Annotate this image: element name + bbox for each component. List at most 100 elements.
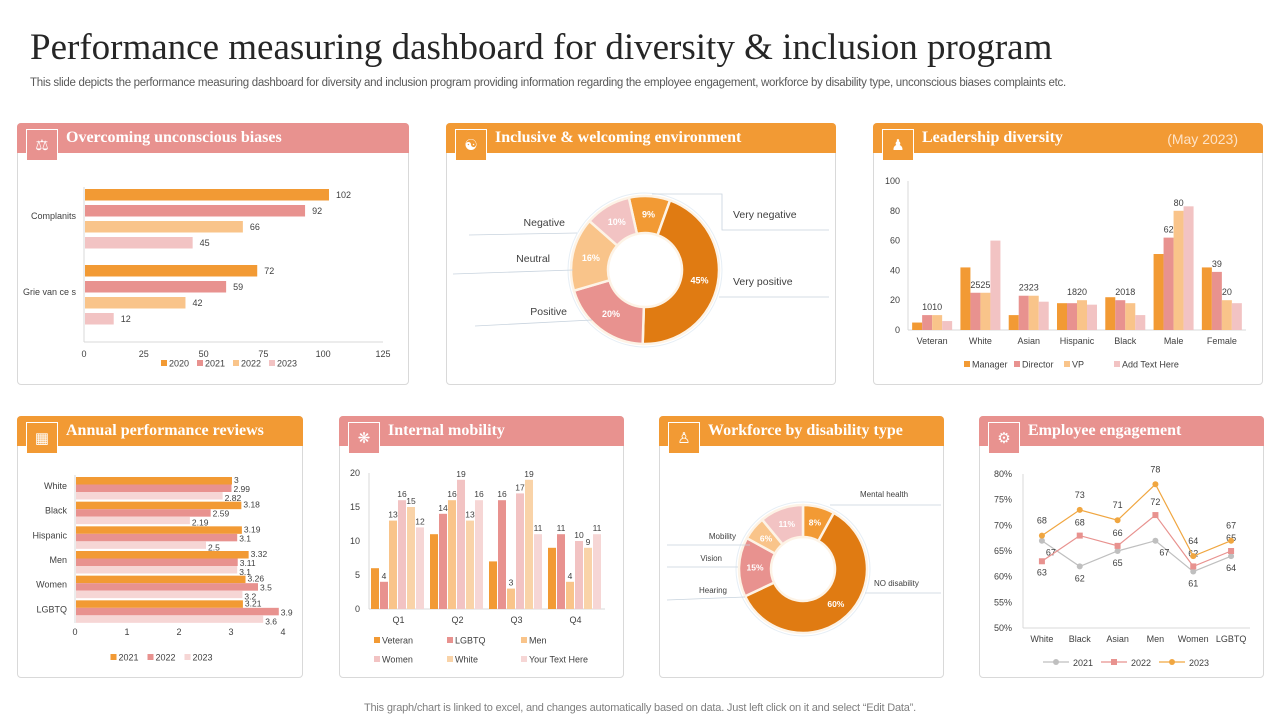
data-label: 3.18 [243,500,260,510]
slice-percent: 10% [608,217,626,227]
person-balance-icon: ⚖ [26,129,58,161]
legend-label: VP [1072,360,1084,370]
data-label: 14 [438,503,448,513]
bar [1153,254,1164,330]
bar [1211,271,1222,330]
leadership-bar-chart[interactable]: 0 20 40 60 80 100 Veteran White Asian Hispanic Bla… [874,154,1264,386]
bar [990,240,1001,330]
bar [489,561,497,609]
legend-swatch [1114,361,1120,367]
slice-label: Very negative [733,209,797,221]
panel-internal-mobility: ❋ Internal mobility 0 5 10 15 20 4 13 16 15 12 Q1 1… [339,416,624,678]
data-label: 92 [312,206,322,216]
legend-label: Men [529,636,547,646]
bar [1201,267,1212,330]
data-label: 11 [557,523,566,533]
bar [1008,315,1019,330]
team-hands-icon: ☯ [455,129,487,161]
bar [85,265,258,277]
x-tick-label: Women [1178,634,1209,644]
biases-bar-chart[interactable]: 0 25 50 75 100 125 Complanits 102 92 66 45 Grie van… [18,154,410,386]
y-tick-label: 0 [895,325,900,335]
data-label: 3.6 [265,616,277,626]
legend-swatch [964,361,970,367]
donut-slice [743,511,869,635]
slice-label: NO disability [874,579,919,588]
inclusive-donut-chart[interactable]: 9% Very negative 45% Very positive 20% Positi… [447,154,837,386]
data-point [1038,558,1045,565]
slice-percent: 8% [809,518,822,528]
bar [76,509,211,517]
x-tick-label: Black [1114,336,1137,346]
bar [466,520,474,609]
y-tick-label: 0 [355,604,360,614]
bar [371,568,379,609]
bar [85,281,227,293]
bar [85,297,186,309]
data-label: 2018 [1115,287,1135,297]
data-label: 3.2 [244,592,256,602]
x-tick-label: White [969,336,992,346]
bar [76,551,249,559]
data-label: 4 [382,571,387,581]
bar [1173,210,1184,330]
y-tick-label: 20 [350,468,360,478]
panel-leadership-diversity: ♟ Leadership diversity (May 2023) 0 20 40 6… [873,123,1263,385]
bar [76,501,242,510]
bar [507,588,515,609]
legend-label: 2022 [156,653,176,663]
bar [76,533,238,542]
slice-percent: 9% [642,210,655,220]
engagement-line-chart[interactable]: 50% 55% 60% 65% 70% 75% 80% White Black Asian Men W… [980,447,1265,679]
bar [980,292,991,330]
bar [525,479,533,609]
data-label: 78 [1150,464,1160,474]
page-subtitle: This slide depicts the performance measu… [30,77,1066,89]
data-label: 16 [497,489,507,499]
legend-label: Add Text Here [1122,360,1179,370]
data-label: 39 [1212,259,1222,269]
legend-label: Manager [972,360,1008,370]
bar [1231,303,1242,330]
bar [516,493,524,609]
disability-donut-chart[interactable]: 8% Mental health 60% NO disability 15% Hearin… [660,447,945,679]
x-tick-label: Asian [1106,634,1129,644]
legend-swatch [447,656,453,662]
bar [76,600,243,608]
mobility-bar-chart[interactable]: 05101520413161512Q11416191316Q2163171911… [340,447,625,679]
network-icon: ❋ [348,422,380,454]
data-label: 16 [397,489,407,499]
data-label: 68 [1075,518,1085,528]
panel-employee-engagement: ⚙ Employee engagement 50% 55% 60% 65% 70% 75%… [979,416,1264,678]
slice-label: Vision [700,554,722,563]
panel-annual-reviews: ▦ Annual performance reviews 0 1 2 3 4 White 3… [17,416,303,678]
data-label: 64 [1188,536,1198,546]
y-tick-label: 50% [994,623,1012,633]
data-label: 3.26 [248,574,265,584]
bar [85,237,193,249]
data-label: 3.19 [244,524,261,534]
data-label: 12 [415,516,425,526]
data-point [1228,548,1235,554]
panel-title: Internal mobility [388,422,505,439]
panel-workforce-disability: ♙ Workforce by disability type 8% Mental … [659,416,944,678]
panel-header [446,123,836,153]
data-label: 66 [250,222,260,232]
slice-label: Hearing [699,586,727,595]
bar [970,292,981,330]
bar [1057,303,1067,330]
legend-label: Veteran [382,636,413,646]
data-label: 64 [1226,563,1236,573]
panel-title: Overcoming unconscious biases [66,129,282,146]
x-tick-label: 125 [375,349,390,359]
bar [76,492,223,500]
x-tick-label: 3 [228,627,233,637]
bar [76,615,264,623]
bar [398,500,406,609]
data-label: 67 [1226,521,1236,531]
reviews-bar-chart[interactable]: 0 1 2 3 4White32.992.82Black3.182.592.19Hisp… [18,447,304,679]
data-label: 2.82 [225,493,242,503]
bar [457,479,465,609]
x-tick-label: 2 [176,627,181,637]
data-label: 73 [1075,490,1085,500]
